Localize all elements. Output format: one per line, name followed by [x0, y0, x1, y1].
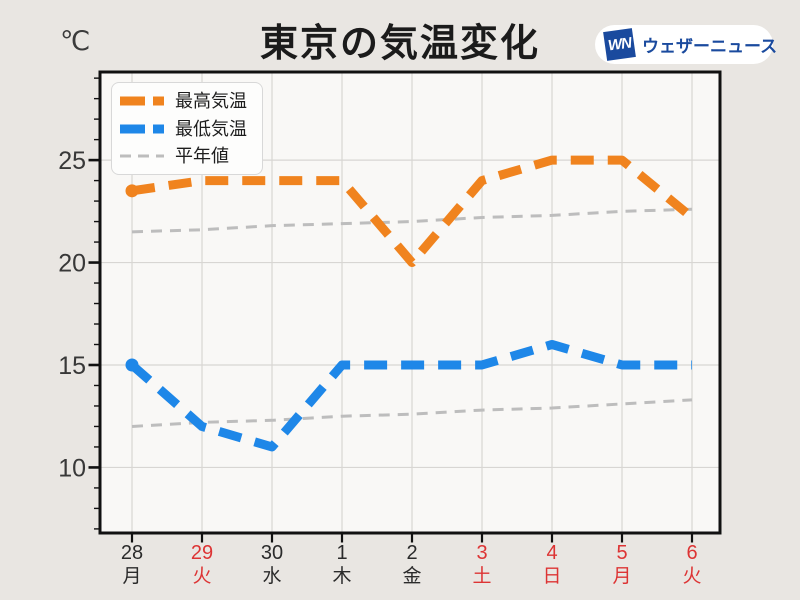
x-day-label: 28 [121, 542, 143, 564]
x-weekday-label: 金 [402, 565, 421, 587]
y-tick-label: 15 [58, 352, 86, 380]
x-day-label: 29 [191, 542, 213, 564]
y-tick-label: 25 [58, 147, 86, 175]
chart-legend: 最高気温 最低気温 平年値 [111, 82, 263, 175]
x-weekday-label: 水 [262, 565, 281, 587]
legend-item-normal: 平年値 [120, 147, 262, 165]
x-weekday-label: 日 [542, 566, 561, 587]
legend-min-temp-dash-icon [120, 124, 164, 133]
series-first-point-marker-1 [125, 358, 139, 372]
legend-normal-label: 平年値 [175, 145, 229, 166]
x-day-label: 3 [476, 542, 487, 564]
series-first-point-marker-0 [125, 184, 139, 198]
logo-brand-name: ウェザーニュース [642, 37, 778, 56]
x-day-label: 1 [336, 542, 347, 564]
x-weekday-label: 火 [192, 566, 211, 587]
x-weekday-label: 月 [612, 566, 631, 587]
legend-max-temp-dash-icon [120, 96, 164, 106]
x-weekday-label: 土 [472, 565, 491, 587]
legend-max-temp-label: 最高気温 [175, 91, 247, 112]
x-day-label: 6 [686, 542, 697, 564]
x-weekday-label: 火 [682, 566, 701, 587]
legend-item-min-temp: 最低気温 [120, 120, 262, 138]
weathernews-logo: WN ウェザーニュース [595, 25, 777, 64]
legend-normal-dash-icon [120, 154, 164, 158]
x-day-label: 2 [406, 542, 417, 564]
series-line-1 [129, 340, 692, 452]
page-title: 東京の気温変化 [259, 23, 540, 65]
x-day-label: 5 [616, 542, 627, 564]
legend-item-max-temp: 最高気温 [120, 92, 262, 110]
x-day-label: 30 [261, 542, 283, 564]
y-axis-unit-label: ℃ [60, 26, 91, 56]
plot-border [98, 70, 722, 535]
y-tick-label: 20 [58, 250, 86, 278]
y-tick-label: 10 [58, 454, 86, 482]
legend-min-temp-label: 最低気温 [175, 118, 247, 139]
x-weekday-label: 木 [332, 565, 351, 587]
x-weekday-label: 月 [122, 566, 141, 587]
series-line-0 [131, 155, 695, 268]
x-day-label: 4 [546, 542, 557, 564]
